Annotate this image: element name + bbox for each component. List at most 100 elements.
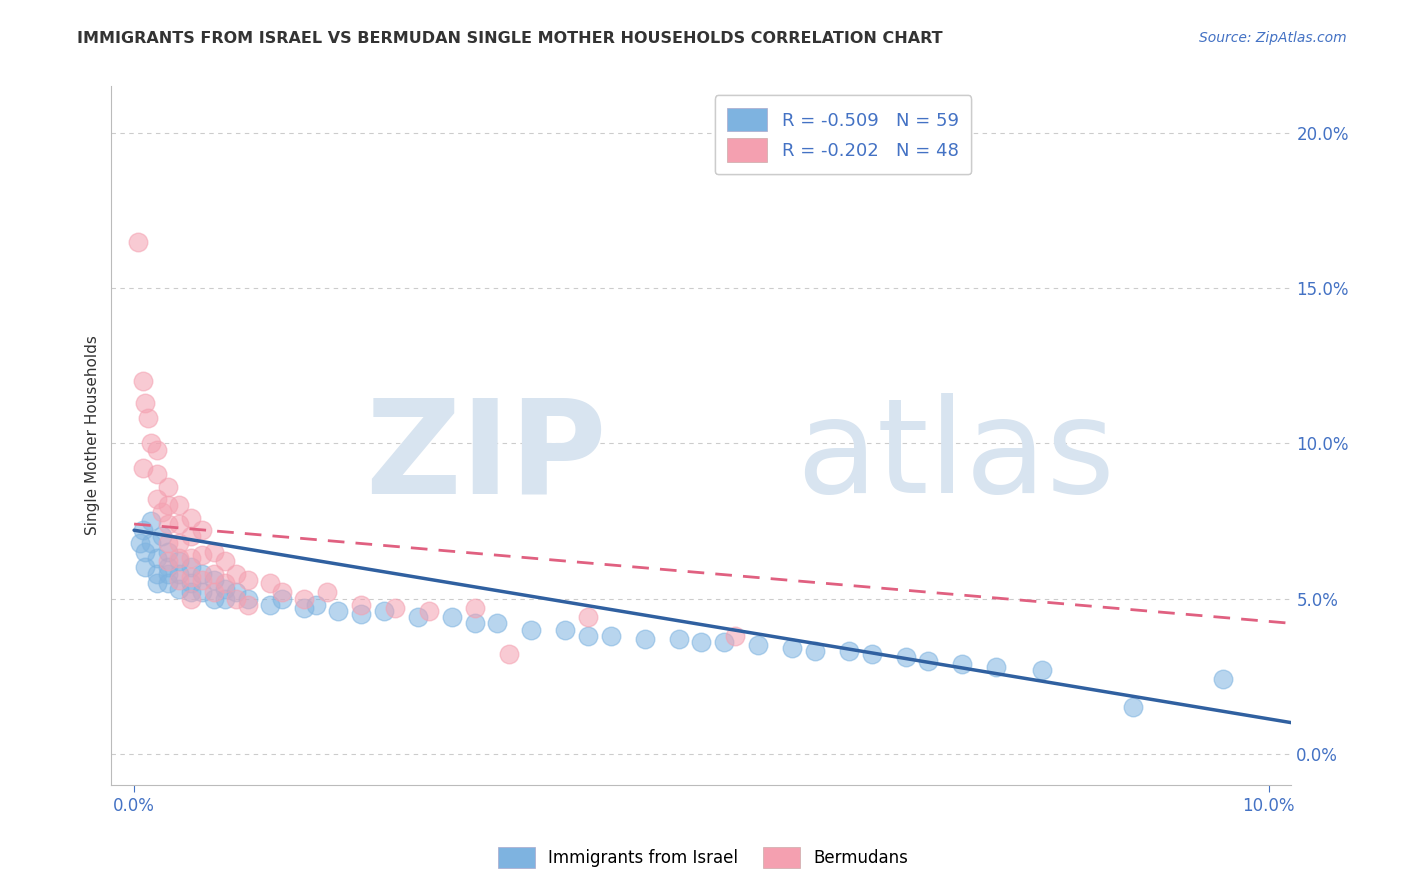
Point	[1212, 672, 1234, 686]
Point	[180, 570, 202, 584]
Point	[139, 514, 162, 528]
Point	[134, 396, 156, 410]
Point	[180, 576, 202, 591]
Point	[384, 600, 406, 615]
Point	[305, 598, 328, 612]
Point	[169, 551, 191, 566]
Point	[576, 629, 599, 643]
Point	[214, 554, 236, 568]
Point	[157, 516, 180, 531]
Point	[486, 616, 509, 631]
Point	[191, 573, 214, 587]
Point	[225, 585, 247, 599]
Point	[236, 573, 259, 587]
Point	[804, 644, 827, 658]
Point	[146, 492, 169, 507]
Point	[191, 566, 214, 581]
Point	[350, 598, 373, 612]
Point	[132, 523, 155, 537]
Point	[157, 566, 180, 581]
Point	[132, 461, 155, 475]
Point	[214, 576, 236, 591]
Point	[180, 591, 202, 606]
Point	[1122, 700, 1144, 714]
Point	[202, 573, 225, 587]
Point	[132, 374, 155, 388]
Point	[463, 600, 485, 615]
Point	[169, 516, 191, 531]
Point	[576, 610, 599, 624]
Text: atlas: atlas	[796, 393, 1115, 520]
Point	[139, 535, 162, 549]
Point	[152, 529, 174, 543]
Point	[894, 650, 917, 665]
Point	[191, 523, 214, 537]
Point	[180, 560, 202, 574]
Point	[860, 648, 883, 662]
Point	[202, 585, 225, 599]
Point	[157, 545, 180, 559]
Point	[202, 566, 225, 581]
Point	[634, 632, 657, 646]
Point	[747, 638, 769, 652]
Point	[157, 480, 180, 494]
Point	[169, 535, 191, 549]
Y-axis label: Single Mother Households: Single Mother Households	[86, 335, 100, 535]
Point	[498, 648, 520, 662]
Point	[690, 635, 713, 649]
Point	[134, 560, 156, 574]
Legend: R = -0.509   N = 59, R = -0.202   N = 48: R = -0.509 N = 59, R = -0.202 N = 48	[714, 95, 972, 174]
Point	[259, 576, 281, 591]
Point	[128, 535, 150, 549]
Point	[157, 560, 180, 574]
Point	[146, 566, 169, 581]
Point	[838, 644, 860, 658]
Point	[328, 604, 350, 618]
Point	[554, 623, 576, 637]
Point	[202, 591, 225, 606]
Point	[191, 548, 214, 562]
Point	[214, 582, 236, 597]
Point	[139, 436, 162, 450]
Point	[236, 598, 259, 612]
Point	[180, 585, 202, 599]
Legend: Immigrants from Israel, Bermudans: Immigrants from Israel, Bermudans	[491, 840, 915, 875]
Point	[350, 607, 373, 621]
Point	[373, 604, 395, 618]
Point	[157, 535, 180, 549]
Point	[146, 551, 169, 566]
Point	[780, 641, 803, 656]
Point	[169, 499, 191, 513]
Text: IMMIGRANTS FROM ISRAEL VS BERMUDAN SINGLE MOTHER HOUSEHOLDS CORRELATION CHART: IMMIGRANTS FROM ISRAEL VS BERMUDAN SINGL…	[77, 31, 943, 46]
Text: Source: ZipAtlas.com: Source: ZipAtlas.com	[1199, 31, 1347, 45]
Point	[157, 554, 180, 568]
Point	[292, 591, 315, 606]
Point	[713, 635, 735, 649]
Point	[146, 467, 169, 482]
Point	[146, 576, 169, 591]
Point	[440, 610, 463, 624]
Point	[316, 585, 339, 599]
Point	[225, 566, 247, 581]
Point	[406, 610, 429, 624]
Point	[214, 591, 236, 606]
Point	[917, 654, 939, 668]
Point	[259, 598, 281, 612]
Point	[180, 511, 202, 525]
Point	[952, 657, 974, 671]
Point	[127, 235, 149, 249]
Point	[418, 604, 440, 618]
Point	[202, 545, 225, 559]
Point	[236, 591, 259, 606]
Point	[270, 591, 292, 606]
Point	[157, 499, 180, 513]
Point	[292, 600, 315, 615]
Point	[152, 505, 174, 519]
Point	[520, 623, 543, 637]
Point	[463, 616, 485, 631]
Point	[146, 442, 169, 457]
Point	[169, 582, 191, 597]
Point	[724, 629, 747, 643]
Point	[225, 591, 247, 606]
Point	[191, 585, 214, 599]
